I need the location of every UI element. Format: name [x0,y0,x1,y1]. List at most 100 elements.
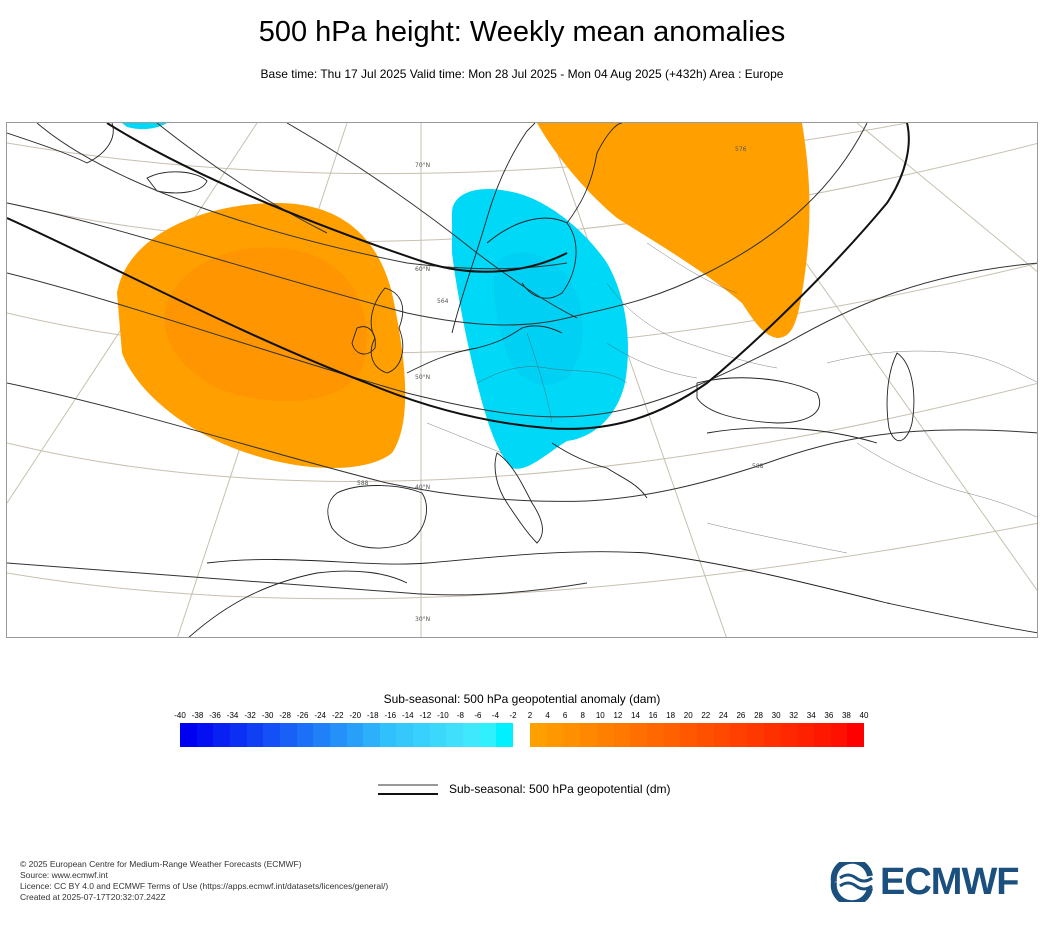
graticule-parallel [7,382,1037,482]
norway-coast [451,123,536,334]
contour-thin [7,562,588,596]
colorbar-tick-label: -28 [279,711,291,720]
colorbar-cell-negative [329,723,347,747]
contour-thin [286,123,578,319]
colorbar-tick-label: -8 [456,711,464,720]
colorbar-cell-positive [813,723,832,747]
colorbar-tick-label: 36 [824,711,834,720]
colorbar-cell-positive [646,723,665,747]
colorbar-cell-positive [596,723,614,747]
colorbar-title: Sub-seasonal: 500 hPa geopotential anoma… [383,692,661,706]
footer-line: © 2025 European Centre for Medium-Range … [20,859,302,869]
iceland-coast [146,171,208,194]
colorbar-tick-label: -20 [349,711,362,720]
graticule-labels: 70°N 60°N 50°N 40°N 30°N [415,162,430,623]
mediterranean-south [206,551,1037,634]
colorbar-cell-negative [246,723,264,747]
greenland-coast [7,123,114,164]
graticule-label: 50°N [415,374,430,381]
colorbar-cell-negative [296,723,314,747]
colorbar-cell-positive [747,723,765,747]
colorbar-cell-negative [429,723,447,747]
turkey-coast [706,427,878,444]
colorbar-tick-label: 38 [841,711,851,720]
colorbar-tick-label: 16 [648,711,658,720]
contour-label: 588 [357,480,369,487]
colorbar-cell-positive [630,723,648,747]
colorbar-cell-positive [663,723,681,747]
graticule-label: 30°N [415,616,430,623]
finland-coast [566,123,623,224]
colorbar-tick-label: -26 [296,711,309,720]
colorbar-cell-positive [763,723,781,747]
contour-thin [7,382,1037,502]
chart-subtitle: Base time: Thu 17 Jul 2025 Valid time: M… [260,67,784,81]
colorbar-tick-label: 28 [754,711,763,720]
contour-label: 576 [735,146,747,153]
colorbar-tick-label: 24 [718,711,728,720]
colorbar-tick-label: -36 [209,711,221,720]
colorbar-tick-label: -6 [474,711,482,720]
footer-credits: © 2025 European Centre for Medium-Range … [20,859,388,903]
footer-line: Licence: CC BY 4.0 and ECMWF Terms of Us… [20,881,389,891]
colorbar-cell-negative [213,723,231,747]
caspian-coast [886,352,915,441]
colorbar-tick-label: 32 [789,711,799,720]
colorbar-tick-label: -18 [367,711,379,720]
colorbar-cell-negative [396,723,414,747]
colorbar-cell-negative [196,723,214,747]
colorbar-cell-positive [797,723,815,747]
colorbar-cell-positive [847,723,865,747]
black-sea-coast [696,377,820,424]
contour-thin [7,123,868,326]
colorbar-cell-negative [346,723,364,747]
graticule-label: 60°N [415,266,430,273]
coastlines [7,123,1037,637]
negative-anomaly-arctic [122,123,167,130]
colorbar-cell-negative [180,723,198,747]
colorbar-tick-label: 34 [806,711,816,720]
iberia-coast [327,485,428,549]
colorbar-cell-negative [479,723,497,747]
line-legend-label: Sub-seasonal: 500 hPa geopotential (dm) [449,782,671,796]
colorbar-tick-label: -2 [509,711,517,720]
colorbar-tick-label: -22 [331,711,344,720]
negative-anomaly-core [493,252,583,385]
colorbar-cell-negative [496,723,514,747]
colorbar-cell-positive [546,723,564,747]
colorbar-tick-label: -38 [191,711,204,720]
colorbar-tick-label: 30 [771,711,781,720]
contour-bold [7,123,910,430]
colorbar-tick-label: -24 [314,711,326,720]
colorbar-cell-negative [363,723,381,747]
colorbar-tick-label: -32 [244,711,256,720]
colorbar-tick-label: 26 [736,711,746,720]
colorbar-cell-negative [263,723,281,747]
colorbar-cell-positive [780,723,798,747]
geopotential-contours [7,123,1037,596]
colorbar-tick-label: 20 [683,711,693,720]
footer-line: Created at 2025-07-17T20:32:07.242Z [20,892,166,902]
colorbar-tick-label: 6 [562,711,568,720]
colorbar-cell-negative [413,723,431,747]
positive-anomaly-russia [537,123,810,338]
map-canvas: 564 588 588 576 70°N 60°N 50°N 40°N 30°N [7,123,1037,637]
graticule-meridian [856,123,1037,272]
colorbar-cell-negative [379,723,397,747]
ecmwf-logo-mark [830,862,873,902]
colorbar-tick-label: -34 [226,711,239,720]
colorbar-tick-label: -4 [491,711,500,720]
anomaly-shading [117,123,810,469]
contour-thin [7,262,1037,418]
colorbar-tick-label: -14 [402,711,414,720]
colorbar-cell-negative [279,723,298,747]
italy-coast [494,452,543,544]
colorbar-cell-positive [830,723,848,747]
colorbar-tick-label: 40 [859,711,869,720]
colorbar-tick-label: 2 [527,711,533,720]
colorbar-cell-positive [563,723,581,747]
graticule-label: 70°N [415,162,430,169]
footer-line: Source: www.ecmwf.int [20,870,108,880]
contour-label: 564 [437,298,449,305]
ecmwf-logo [830,862,873,902]
